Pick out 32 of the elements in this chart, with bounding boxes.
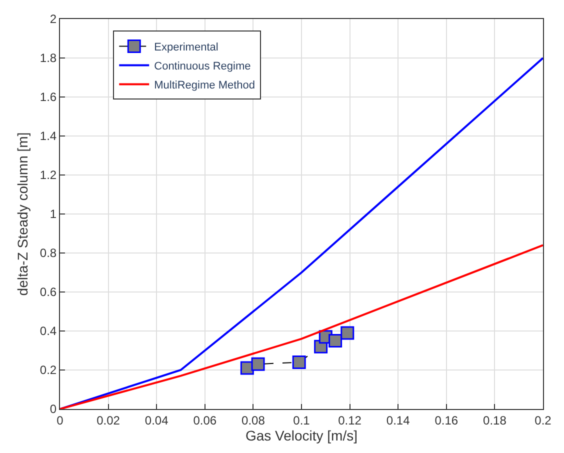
point bbox=[292, 355, 306, 369]
point bbox=[251, 357, 265, 371]
point bbox=[328, 334, 342, 348]
x-tick-label: 0.12 bbox=[338, 413, 362, 428]
x-tick-label: 0.04 bbox=[144, 413, 169, 428]
y-tick-label: 0.8 bbox=[40, 246, 57, 260]
y-axis-title: delta-Z Steady column [m] bbox=[14, 132, 31, 296]
y-tick-label: 1.2 bbox=[40, 168, 57, 182]
legend-label: Continuous Regime bbox=[154, 60, 251, 72]
y-tick-label: 0.6 bbox=[40, 285, 57, 300]
x-tick-label: 0.2 bbox=[534, 413, 552, 428]
line-series bbox=[60, 244, 543, 409]
x-axis-title: Gas Velocity [m/s] bbox=[245, 428, 358, 444]
y-tick-label: 2 bbox=[50, 12, 57, 26]
y-tick-label: 0.4 bbox=[40, 324, 57, 338]
x-tick-label: 0.08 bbox=[242, 413, 266, 428]
x-tick-label: 0.16 bbox=[434, 413, 458, 428]
legend-label: Experimental bbox=[154, 41, 218, 54]
y-tick-label: 1.6 bbox=[40, 90, 57, 104]
y-tick-label: 0.2 bbox=[40, 363, 57, 378]
x-tick-label: 0.14 bbox=[386, 413, 410, 428]
y-tick-label: 1 bbox=[50, 207, 57, 222]
x-tick-label: 0.1 bbox=[293, 413, 310, 428]
x-tick-label: 0.02 bbox=[96, 413, 120, 428]
y-tick-label: 0 bbox=[50, 402, 57, 416]
point bbox=[340, 326, 354, 340]
y-tick-label: 1.8 bbox=[40, 51, 57, 66]
x-tick-label: 0.18 bbox=[483, 413, 507, 428]
line-series bbox=[60, 57, 543, 409]
y-tick-label: 1.4 bbox=[40, 129, 57, 144]
legend-label: MultiRegime Method bbox=[154, 79, 256, 92]
x-tick-label: 0.06 bbox=[193, 413, 217, 428]
